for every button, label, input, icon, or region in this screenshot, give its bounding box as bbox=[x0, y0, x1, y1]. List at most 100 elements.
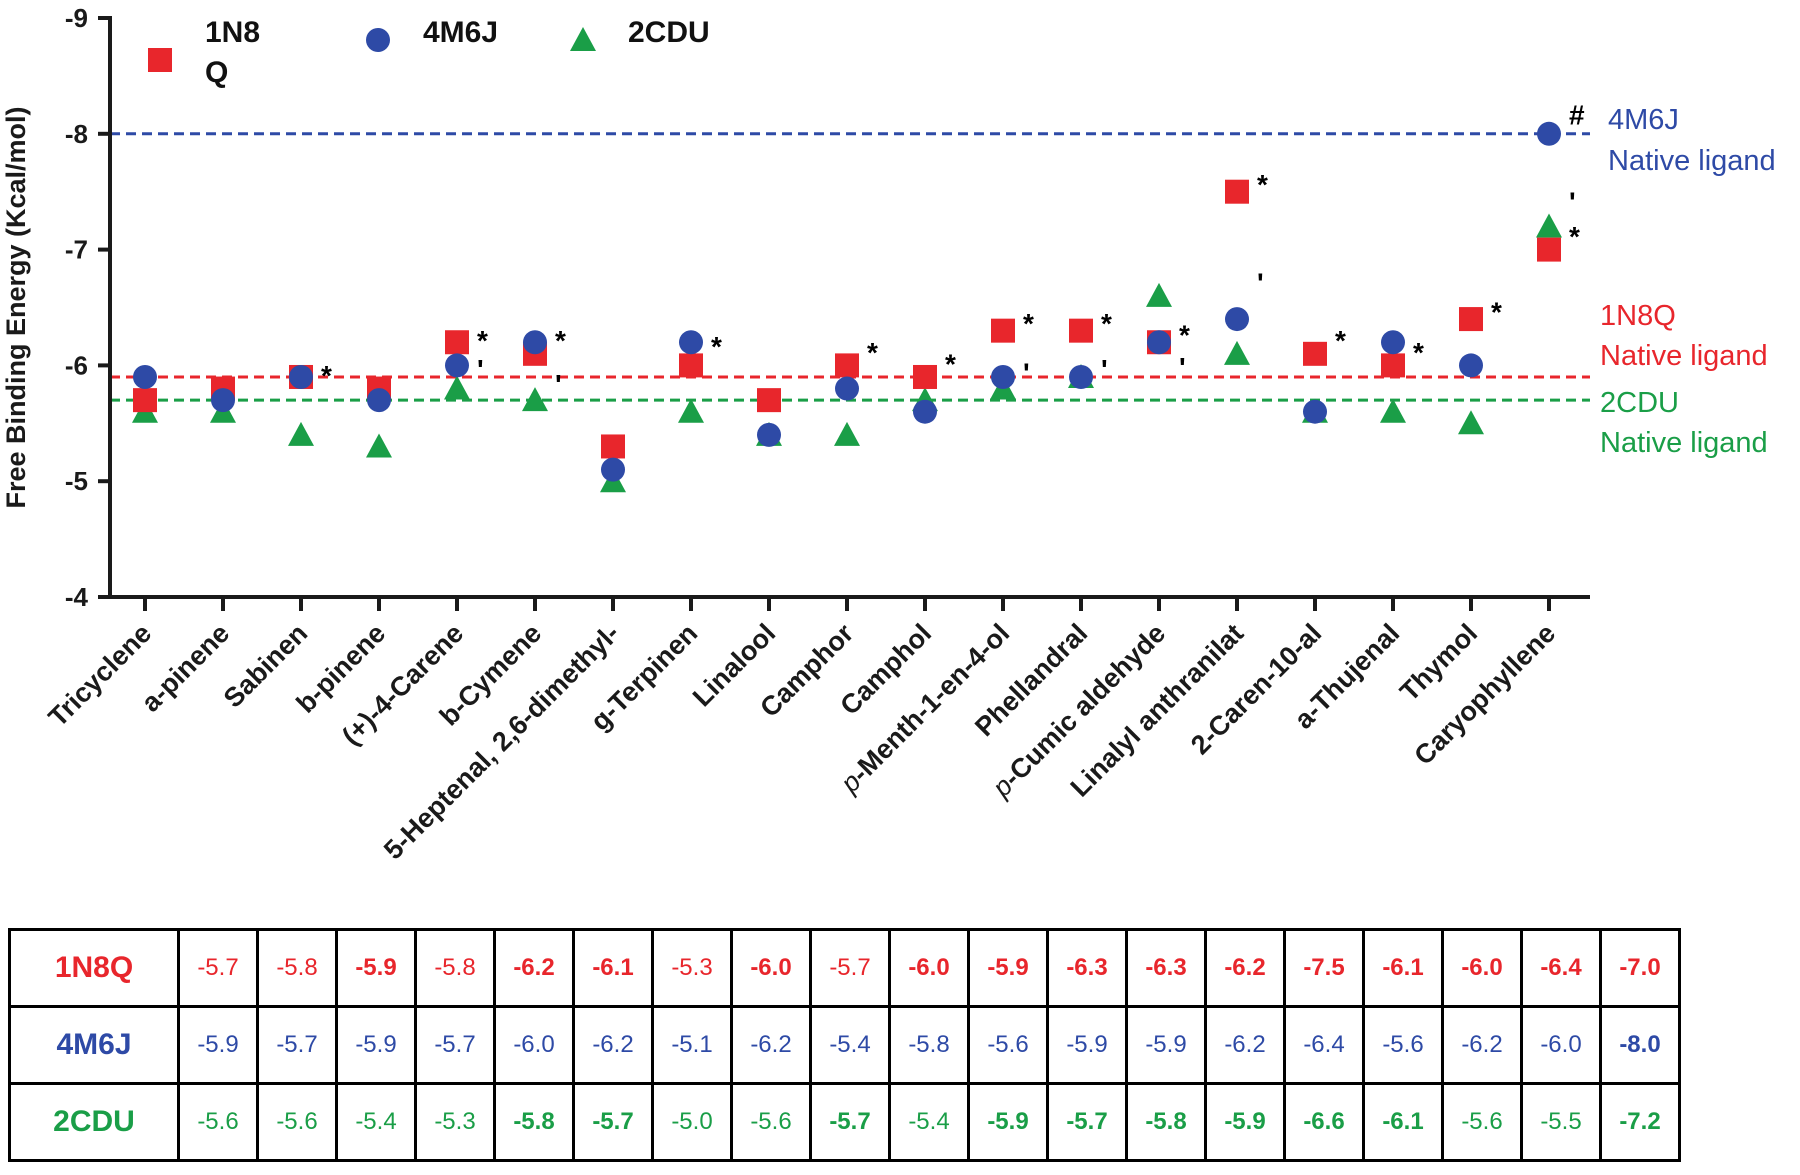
significance-mark: ' bbox=[1257, 267, 1264, 298]
table-cell: -6.0 bbox=[493, 1005, 575, 1085]
point-4m6j bbox=[757, 422, 781, 447]
table-cell: -7.5 bbox=[1283, 928, 1365, 1008]
table-cell: -5.8 bbox=[1125, 1082, 1207, 1162]
table-cell: -5.8 bbox=[493, 1082, 575, 1162]
point-1n8q bbox=[1225, 179, 1249, 204]
table-cell: -5.6 bbox=[177, 1082, 259, 1162]
point-2cdu bbox=[1146, 282, 1172, 307]
significance-mark: * bbox=[1413, 337, 1424, 368]
table-cell: -5.9 bbox=[177, 1005, 259, 1085]
y-tick-label: -6 bbox=[65, 350, 88, 380]
point-1n8q bbox=[1537, 237, 1561, 262]
point-2cdu bbox=[678, 398, 704, 423]
point-4m6j bbox=[289, 364, 313, 389]
table-cell: -5.7 bbox=[256, 1005, 338, 1085]
x-tick-label: Tricyclene bbox=[43, 618, 158, 733]
native-label-2cdu: Native ligand bbox=[1600, 427, 1768, 459]
native-label-1n8q: 1N8Q bbox=[1600, 300, 1676, 332]
table-cell: -6.0 bbox=[730, 928, 812, 1008]
point-1n8q bbox=[757, 388, 781, 413]
table-cell: -5.9 bbox=[335, 1005, 417, 1085]
significance-mark: * bbox=[1335, 325, 1346, 356]
table-row: 2CDU -5.6 -5.6 -5.4 -5.3 -5.8 -5.7 -5.0 -5.6 -5.7… bbox=[8, 1082, 1681, 1162]
significance-mark: * bbox=[321, 360, 332, 391]
table-cell: -5.6 bbox=[256, 1082, 338, 1162]
legend-marker-1n8q bbox=[148, 48, 172, 72]
table-cell: -5.8 bbox=[414, 928, 496, 1008]
point-4m6j bbox=[679, 330, 703, 355]
x-tick-label-text: Caryophyllene bbox=[1408, 618, 1561, 771]
table-cell: -6.2 bbox=[1204, 1005, 1286, 1085]
point-1n8q bbox=[601, 434, 625, 459]
significance-mark: ' bbox=[1179, 352, 1186, 383]
point-2cdu bbox=[366, 433, 392, 458]
point-4m6j bbox=[601, 457, 625, 482]
table-row-label: 4M6J bbox=[8, 1005, 180, 1085]
y-tick-label: -4 bbox=[65, 582, 89, 612]
point-1n8q bbox=[991, 318, 1015, 343]
table-cell: -5.8 bbox=[888, 1005, 970, 1085]
point-2cdu bbox=[1224, 340, 1250, 365]
table-cell: -5.7 bbox=[177, 928, 259, 1008]
table-cell: -5.6 bbox=[1362, 1005, 1444, 1085]
point-2cdu bbox=[1536, 213, 1562, 238]
y-tick-label: -8 bbox=[65, 119, 88, 149]
table-row-label: 2CDU bbox=[8, 1082, 180, 1162]
table-cell: -6.4 bbox=[1283, 1005, 1365, 1085]
y-tick-label: -7 bbox=[65, 235, 88, 265]
legend-label-1n8q: 1N8 bbox=[205, 16, 260, 49]
point-4m6j bbox=[835, 376, 859, 401]
native-label-4m6j: 4M6J bbox=[1608, 104, 1679, 136]
table-cell: -5.4 bbox=[335, 1082, 417, 1162]
table-cell: -5.6 bbox=[730, 1082, 812, 1162]
table-cell: -7.2 bbox=[1599, 1082, 1681, 1162]
table-cell: -8.0 bbox=[1599, 1005, 1681, 1085]
native-label-2cdu: 2CDU bbox=[1600, 387, 1679, 419]
significance-mark: ' bbox=[1101, 354, 1108, 385]
table-cell: -5.9 bbox=[1204, 1082, 1286, 1162]
table-cell: -6.3 bbox=[1125, 928, 1207, 1008]
binding-energy-table: 1N8Q -5.7 -5.8 -5.9 -5.8 -6.2 -6.1 -5.3 -6.0 -5.7… bbox=[8, 928, 1681, 1162]
table-cell: -5.4 bbox=[809, 1005, 891, 1085]
point-4m6j bbox=[133, 364, 157, 389]
table-cell: -6.2 bbox=[1441, 1005, 1523, 1085]
significance-mark: * bbox=[1179, 319, 1190, 350]
point-1n8q bbox=[679, 353, 703, 378]
point-4m6j bbox=[445, 353, 469, 378]
point-1n8q bbox=[133, 388, 157, 413]
table-cell: -5.9 bbox=[967, 928, 1049, 1008]
point-2cdu bbox=[1380, 398, 1406, 423]
significance-mark: * bbox=[867, 337, 878, 368]
table-cell: -5.8 bbox=[256, 928, 338, 1008]
significance-mark: ' bbox=[1023, 358, 1030, 389]
point-4m6j bbox=[1537, 121, 1561, 146]
table-cell: -6.6 bbox=[1283, 1082, 1365, 1162]
significance-mark: * bbox=[1023, 308, 1034, 339]
table-cell: -6.0 bbox=[1441, 928, 1523, 1008]
table-cell: -5.9 bbox=[335, 928, 417, 1008]
table-cell: -5.9 bbox=[967, 1082, 1049, 1162]
table-cell: -5.9 bbox=[1125, 1005, 1207, 1085]
table-cell: -5.3 bbox=[651, 928, 733, 1008]
point-4m6j bbox=[1459, 353, 1483, 378]
table-cell: -5.9 bbox=[1046, 1005, 1128, 1085]
point-2cdu bbox=[444, 375, 470, 400]
point-4m6j bbox=[211, 388, 235, 413]
legend-label-2cdu: 2CDU bbox=[628, 16, 710, 49]
table-cell: -6.1 bbox=[1362, 928, 1444, 1008]
native-label-1n8q: Native ligand bbox=[1600, 340, 1768, 372]
y-tick-label: -9 bbox=[65, 3, 88, 33]
x-tick-label: Caryophyllene bbox=[1408, 618, 1561, 771]
point-1n8q bbox=[913, 364, 937, 389]
legend-marker-4m6j bbox=[366, 28, 390, 52]
table-cell: -6.2 bbox=[730, 1005, 812, 1085]
table-cell: -6.2 bbox=[572, 1005, 654, 1085]
table-cell: -6.2 bbox=[1204, 928, 1286, 1008]
significance-mark: # bbox=[1569, 99, 1585, 130]
significance-mark: * bbox=[1569, 221, 1580, 252]
legend-label-1n8q: Q bbox=[205, 56, 228, 89]
point-1n8q bbox=[835, 353, 859, 378]
point-2cdu bbox=[522, 387, 548, 412]
table-cell: -5.7 bbox=[414, 1005, 496, 1085]
table-cell: -6.0 bbox=[1520, 1005, 1602, 1085]
